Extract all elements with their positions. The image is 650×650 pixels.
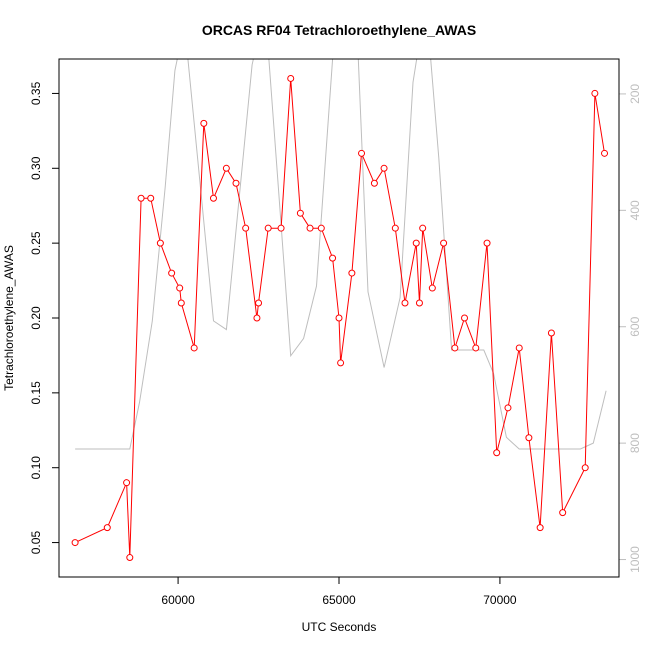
y2-tick-label: 200	[628, 84, 642, 104]
data-point	[190, 344, 198, 352]
data-point	[412, 239, 420, 247]
data-point	[358, 149, 366, 157]
y-tick-label: 0.30	[29, 156, 43, 180]
data-point	[317, 224, 325, 232]
data-point	[601, 149, 609, 157]
plot-frame	[58, 58, 620, 578]
marker-layer	[71, 74, 609, 562]
data-point	[348, 269, 356, 277]
y-axis-label: Tetrachloroethylene_AWAS	[2, 245, 16, 391]
data-point	[277, 224, 285, 232]
x-axis-label: UTC Seconds	[302, 620, 377, 634]
data-point	[370, 179, 378, 187]
chart-title: ORCAS RF04 Tetrachloroethylene_AWAS	[202, 22, 476, 38]
y-axis: 0.05 0.10 0.15 0.20 0.25 0.30 0.35	[29, 81, 60, 555]
data-point	[71, 539, 79, 547]
y-tick-label: 0.35	[29, 81, 43, 105]
data-point	[591, 89, 599, 97]
x-tick-label: 60000	[161, 593, 195, 607]
data-point	[156, 239, 164, 247]
data-point	[581, 464, 589, 472]
y-tick-label: 0.20	[29, 306, 43, 330]
data-point	[440, 239, 448, 247]
data-point	[255, 299, 263, 307]
data-point	[380, 164, 388, 172]
data-point	[306, 224, 314, 232]
data-point	[525, 434, 533, 442]
data-point	[515, 344, 523, 352]
data-point	[504, 404, 512, 412]
y-tick-label: 0.15	[29, 381, 43, 405]
data-point	[123, 479, 131, 487]
y-tick-label: 0.25	[29, 231, 43, 255]
y2-tick-label: 600	[628, 316, 642, 336]
data-point	[335, 314, 343, 322]
y2-axis: 200 400 600 800 1000	[618, 84, 642, 573]
y2-tick-label: 400	[628, 200, 642, 220]
x-tick-label: 65000	[322, 593, 356, 607]
data-point	[242, 224, 250, 232]
data-point	[222, 164, 230, 172]
data-point	[264, 224, 272, 232]
y-tick-label: 0.05	[29, 531, 43, 555]
data-point	[137, 194, 145, 202]
data-point	[415, 299, 423, 307]
x-tick-label: 70000	[483, 593, 517, 607]
data-point	[176, 284, 184, 292]
data-point	[536, 524, 544, 532]
data-point	[329, 254, 337, 262]
y2-tick-label: 1000	[628, 546, 642, 573]
series-line-1	[75, 59, 607, 450]
data-point	[483, 239, 491, 247]
y2-tick-label: 800	[628, 433, 642, 453]
data-point	[209, 194, 217, 202]
data-point	[126, 554, 134, 562]
series-layer	[74, 59, 607, 558]
data-point	[391, 224, 399, 232]
data-point	[337, 359, 345, 367]
series-line-0	[74, 78, 605, 558]
data-point	[168, 269, 176, 277]
data-point	[296, 209, 304, 217]
data-point	[147, 194, 155, 202]
data-point	[428, 284, 436, 292]
data-point	[451, 344, 459, 352]
data-point	[103, 524, 111, 532]
y-tick-label: 0.10	[29, 456, 43, 480]
data-point	[472, 344, 480, 352]
data-point	[419, 224, 427, 232]
data-point	[401, 299, 409, 307]
data-point	[200, 119, 208, 127]
x-axis: 60000 65000 70000	[161, 576, 517, 607]
data-point	[461, 314, 469, 322]
data-point	[493, 449, 501, 457]
data-point	[559, 509, 567, 517]
data-point	[547, 329, 555, 337]
data-point	[287, 74, 295, 82]
data-point	[253, 314, 261, 322]
data-point	[177, 299, 185, 307]
data-point	[232, 179, 240, 187]
